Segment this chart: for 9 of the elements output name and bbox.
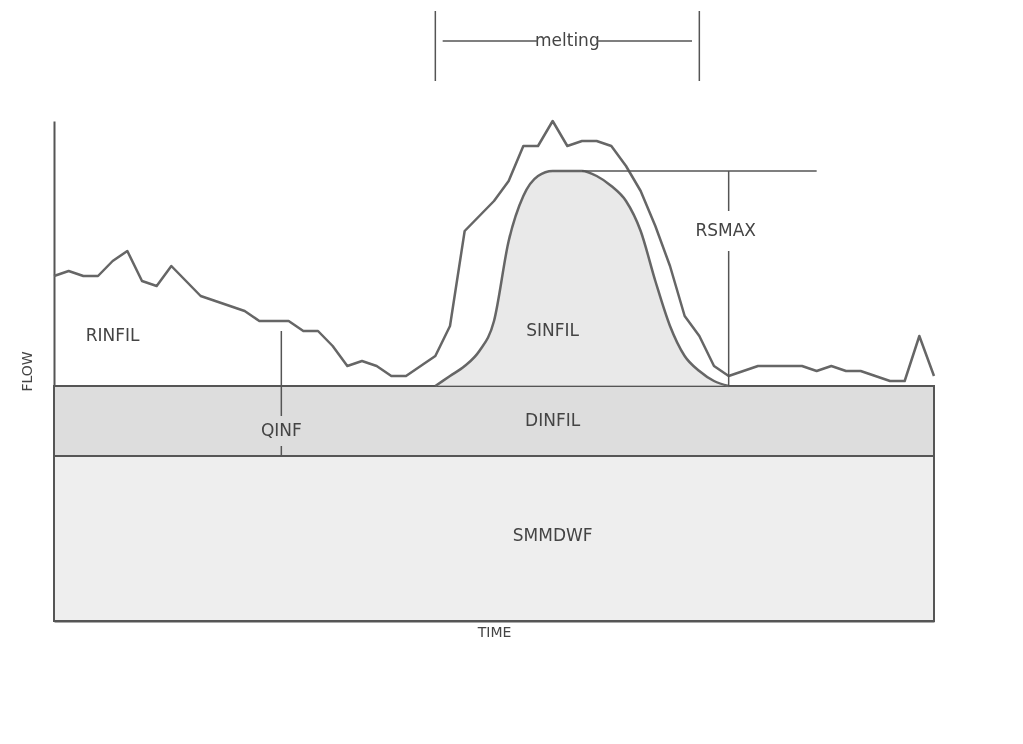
series-label: SINFIL — [526, 320, 580, 340]
annotation: QINF — [260, 420, 302, 440]
x-axis-title: TIME — [476, 623, 512, 640]
annotation: RSMAX — [695, 220, 757, 240]
band-label: DINFIL — [525, 410, 581, 430]
text: melting — [534, 30, 600, 50]
band-label: SMMDWF — [512, 525, 593, 545]
annotation: RINFIL — [85, 325, 141, 345]
y-axis-title: FLOW — [18, 351, 35, 392]
